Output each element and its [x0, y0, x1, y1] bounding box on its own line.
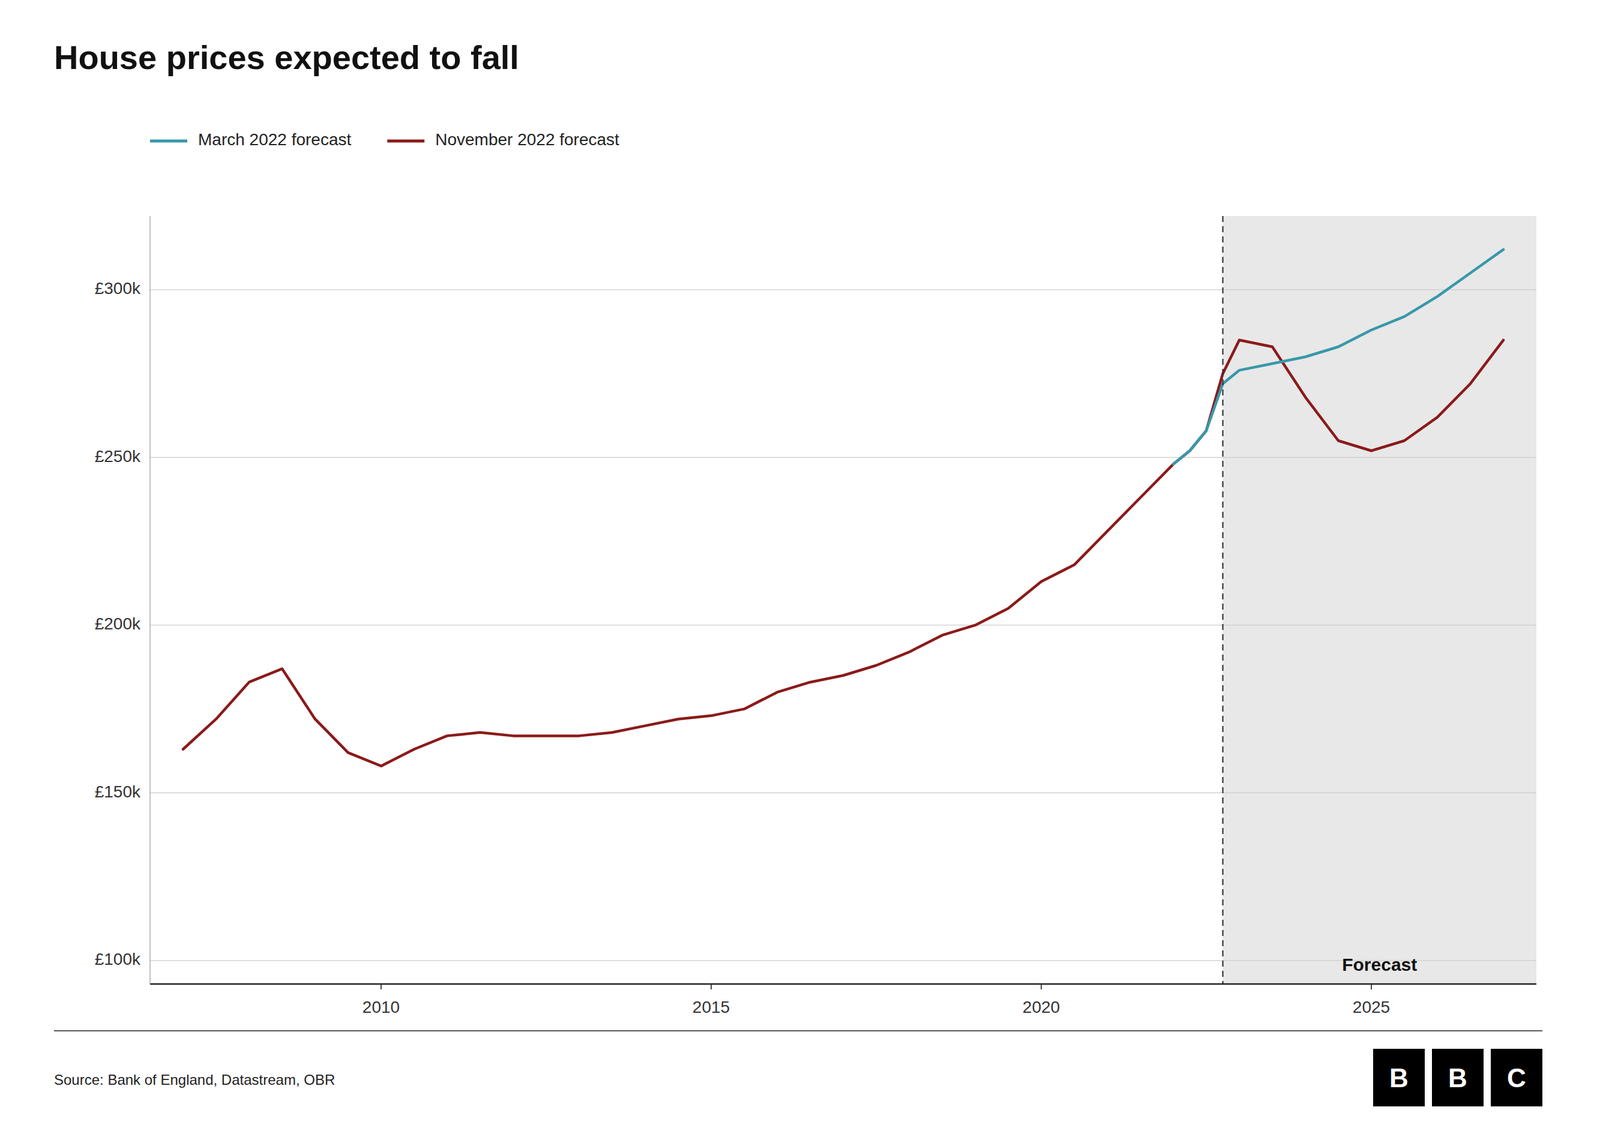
- background: [0, 0, 1600, 1125]
- source: Source: Bank of England, Datastream, OBR: [54, 1071, 335, 1089]
- y-tick-label: £250k: [94, 447, 142, 466]
- y-tick-label: £300k: [94, 279, 142, 298]
- y-axis-line: [149, 216, 151, 985]
- x-tick-label: 2020: [1022, 998, 1060, 1017]
- logo-letter: B: [1448, 1063, 1468, 1093]
- grid-line: [150, 457, 1537, 458]
- legend-swatch: [150, 139, 188, 143]
- forecast-region: [1223, 216, 1537, 985]
- grid-line: [150, 792, 1537, 794]
- legend-swatch: [387, 139, 425, 143]
- y-tick-label: £100k: [94, 950, 142, 969]
- grid-line: [150, 960, 1537, 961]
- legend: March 2022 forecast November 2022 forecas…: [150, 130, 620, 149]
- logo-box: [1490, 1049, 1543, 1107]
- annotation: Forecast: [1341, 954, 1417, 975]
- chart: House prices expected to fall Forecast £10…: [0, 0, 1600, 1125]
- x-tick: [710, 984, 712, 990]
- x-tick: [1040, 984, 1042, 990]
- y-tick-label: £200k: [94, 614, 142, 634]
- plot-area: [150, 216, 1537, 985]
- x-tick: [1370, 984, 1372, 990]
- legend-label: November 2022 forecast: [435, 130, 620, 149]
- logo-box: [1373, 1049, 1425, 1107]
- x-tick-label: 2025: [1352, 998, 1390, 1017]
- logo-text: BBC: [1389, 1063, 1527, 1093]
- title: House prices expected to fall: [54, 38, 520, 77]
- footer-rule: [54, 1030, 1543, 1032]
- x-axis-line: [150, 983, 1537, 986]
- series-line: [183, 340, 1504, 767]
- logo: BBC: [1373, 1049, 1543, 1107]
- forecast-start-line: [1221, 216, 1224, 985]
- y-tick-label: £150k: [94, 782, 142, 802]
- logo-letter: C: [1506, 1063, 1527, 1093]
- logo-letter: B: [1389, 1063, 1409, 1093]
- x-tick-label: 2015: [692, 998, 730, 1017]
- grid-line: [150, 289, 1537, 290]
- logo-box: [1431, 1049, 1484, 1107]
- x-tick: [380, 984, 382, 990]
- x-tick-label: 2010: [362, 998, 400, 1017]
- legend-label: March 2022 forecast: [198, 130, 352, 149]
- grid-line: [150, 624, 1537, 626]
